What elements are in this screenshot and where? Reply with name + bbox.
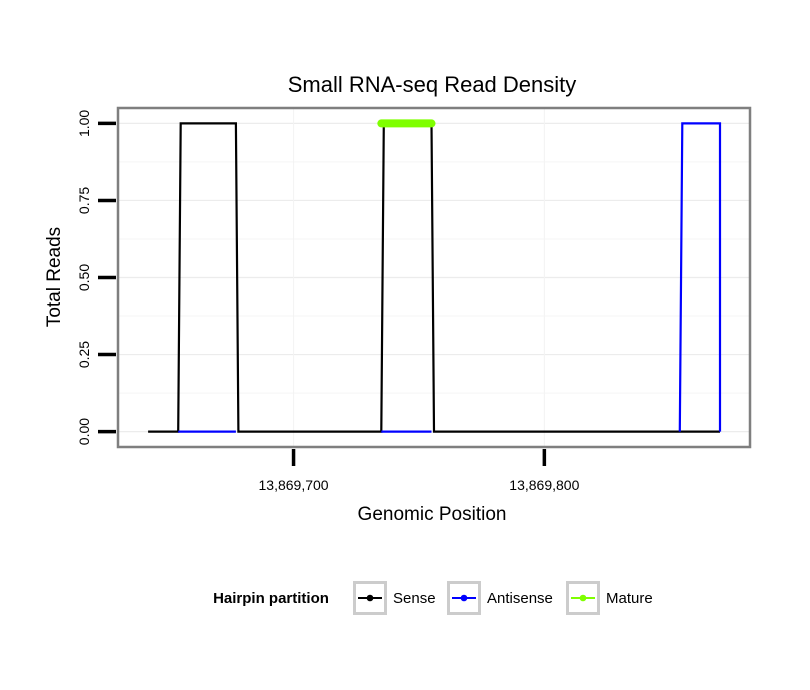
y-axis-label: Total Reads: [44, 227, 65, 327]
series-antisense-line: [678, 122, 722, 432]
x-tick-label: 13,869,800: [509, 477, 579, 493]
x-axis: 13,869,700 13,869,800: [259, 449, 580, 493]
y-axis: 0.00 0.25 0.50 0.75 1.00: [76, 110, 116, 445]
legend-key-point: [460, 594, 468, 602]
legend: Hairpin partition Sense Antisense Mature: [213, 581, 653, 615]
legend-key-point: [579, 594, 587, 602]
chart-title: Small RNA-seq Read Density: [288, 72, 577, 97]
y-tick-label: 0.50: [76, 264, 92, 291]
plot-border: [116, 106, 752, 449]
legend-title: Hairpin partition: [213, 590, 329, 607]
x-axis-label: Genomic Position: [358, 504, 507, 525]
legend-label-antisense: Antisense: [487, 590, 553, 607]
legend-label-mature: Mature: [606, 590, 653, 607]
y-tick-label: 0.75: [76, 187, 92, 214]
y-tick-label: 1.00: [76, 110, 92, 137]
y-tick-label: 0.00: [76, 418, 92, 445]
y-tick-label: 0.25: [76, 341, 92, 368]
series-sense-line: [148, 122, 720, 433]
series-layer: [148, 119, 722, 433]
legend-key-point: [366, 594, 374, 602]
x-tick-label: 13,869,700: [259, 477, 329, 493]
legend-label-sense: Sense: [393, 590, 436, 607]
